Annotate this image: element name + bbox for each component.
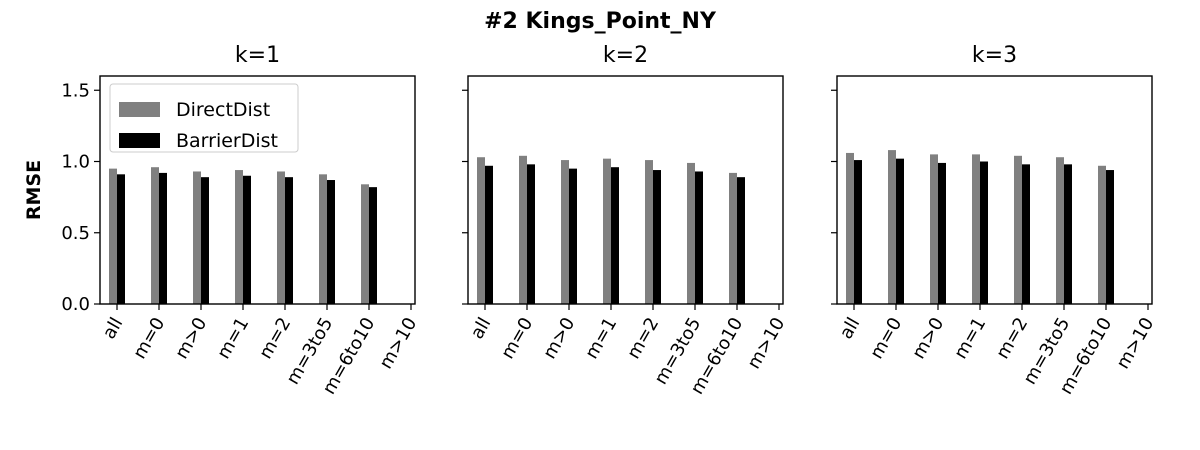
bar-directdist-all [109,168,117,304]
x-tick-label: m=0 [497,314,537,363]
x-tick-label: m=0 [129,314,169,363]
x-tick-label: m>0 [171,314,211,363]
bar-directdist-m=6to10 [729,172,737,304]
panel-frame-3 [836,75,1153,305]
x-tick-label: m=1 [213,314,253,363]
bar-barrierdist-m=3to5 [1064,164,1072,304]
legend-label-directdist: DirectDist [176,99,270,121]
x-tick-label: m>10 [375,314,421,373]
bar-directdist-m=2 [645,160,653,304]
x-tick-label: m>10 [743,314,789,373]
x-tick-label: m=2 [255,314,295,363]
x-tick-label: all [836,314,865,343]
x-tick-label: m=2 [992,314,1032,363]
panel-title-1: k=1 [235,43,280,68]
bar-directdist-m=3to5 [687,162,695,304]
bar-barrierdist-m>0 [569,168,577,304]
bar-barrierdist-m=2 [1022,164,1030,304]
bar-barrierdist-m=2 [653,170,661,304]
bar-directdist-m=1 [603,158,611,304]
x-tick-label: all [99,314,128,343]
bar-directdist-m=0 [151,167,159,304]
bar-barrierdist-m=3to5 [327,180,335,304]
bar-directdist-m>0 [930,154,938,304]
x-tick-label: m=2 [623,314,663,363]
bar-directdist-m=3to5 [1056,157,1064,304]
bar-barrierdist-m=1 [980,161,988,304]
x-tick-label: m>0 [908,314,948,363]
x-tick-label: m=1 [950,314,990,363]
x-tick-label: m>0 [539,314,579,363]
y-tick-label: 1.0 [61,152,90,173]
legend-swatch-directdist [119,102,160,117]
bar-barrierdist-m=0 [159,172,167,304]
y-tick-label: 0.0 [61,294,90,315]
panel-title-2: k=2 [603,43,648,68]
bar-barrierdist-all [485,165,493,304]
bar-barrierdist-m=3to5 [695,171,703,304]
x-tick-label: m>10 [1112,314,1158,373]
x-tick-label: m=1 [581,314,621,363]
y-tick-label: 0.5 [61,223,90,244]
bar-barrierdist-m>0 [201,177,209,304]
bar-barrierdist-m=6to10 [1106,170,1114,304]
bar-directdist-m=2 [1014,155,1022,304]
bar-barrierdist-m=0 [527,164,535,304]
bar-barrierdist-m>0 [938,162,946,304]
bar-barrierdist-m=0 [896,158,904,304]
y-tick-label: 1.5 [61,80,90,101]
bar-directdist-m>0 [193,171,201,304]
panel-title-3: k=3 [972,43,1017,68]
bar-directdist-m=2 [277,171,285,304]
bar-barrierdist-m=6to10 [369,187,377,304]
x-tick-label: all [467,314,496,343]
bar-directdist-m>0 [561,160,569,304]
figure-title: #2 Kings_Point_NY [484,9,717,34]
bar-barrierdist-m=2 [285,177,293,304]
bar-directdist-m=3to5 [319,174,327,304]
bar-barrierdist-m=1 [243,175,251,304]
bar-directdist-m=1 [235,170,243,304]
bar-barrierdist-all [117,174,125,304]
legend-label-barrierdist: BarrierDist [176,130,278,152]
bar-directdist-m=6to10 [361,184,369,304]
panel-frame-2 [467,75,784,305]
bar-directdist-m=0 [519,155,527,304]
bar-directdist-m=1 [972,154,980,304]
bar-barrierdist-all [854,160,862,304]
bar-barrierdist-m=1 [611,167,619,304]
bar-directdist-all [846,152,854,304]
x-tick-label: m=0 [866,314,906,363]
panel-frame-1 [99,75,416,305]
bar-directdist-m=0 [888,150,896,304]
y-axis-label: RMSE [23,160,45,220]
legend-swatch-barrierdist [119,133,160,148]
bar-barrierdist-m=6to10 [737,177,745,304]
bar-directdist-m=6to10 [1098,165,1106,304]
bar-directdist-all [477,157,485,304]
